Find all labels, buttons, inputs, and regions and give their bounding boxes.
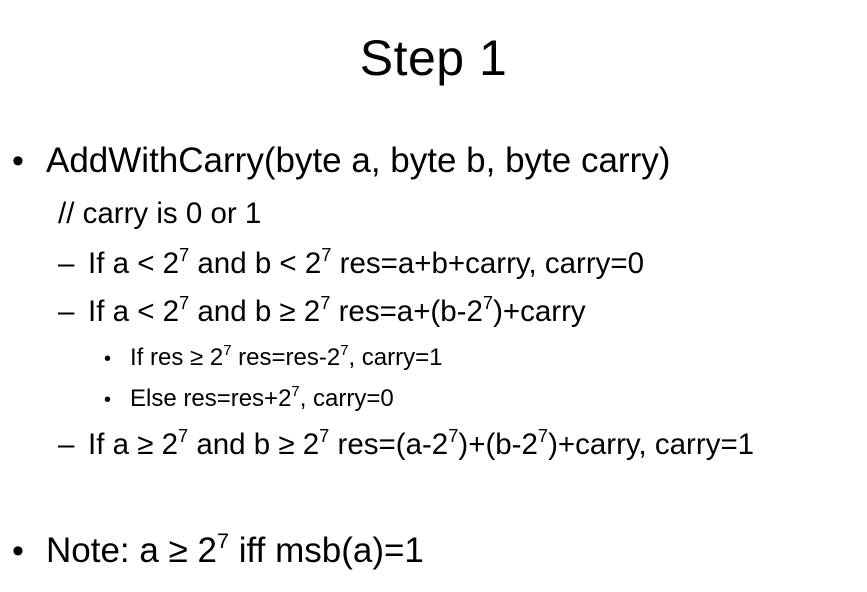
sub-item-1: – If a < 27 and b < 27 res=a+b+carry, car… — [58, 244, 645, 280]
sub-item-2: – If a < 27 and b ≥ 27 res=a+(b-27)+carry — [58, 292, 586, 328]
subsub-item-1: • If res ≥ 27 res=res-27, carry=1 — [104, 343, 443, 374]
dash-marker: – — [58, 295, 75, 328]
bullet-note: Note: a ≥ 27 iff msb(a)=1 — [46, 528, 424, 570]
slide-title: Step 1 — [359, 30, 508, 86]
bullet-addwithcarry: AddWithCarry(byte a, byte b, byte carry) — [46, 141, 671, 180]
dash-marker: – — [58, 428, 75, 461]
bullet-marker: • — [104, 348, 112, 370]
bullet-marker: • — [12, 532, 24, 570]
comment-carry: // carry is 0 or 1 — [58, 197, 262, 230]
sub-item-3: – If a ≥ 27 and b ≥ 27 res=(a-27)+(b-27)+… — [58, 425, 755, 461]
dash-marker: – — [58, 247, 75, 280]
bullet-marker: • — [104, 389, 112, 411]
subsub-item-2: • Else res=res+27, carry=0 — [104, 384, 394, 415]
bullet-marker: • — [12, 142, 24, 180]
